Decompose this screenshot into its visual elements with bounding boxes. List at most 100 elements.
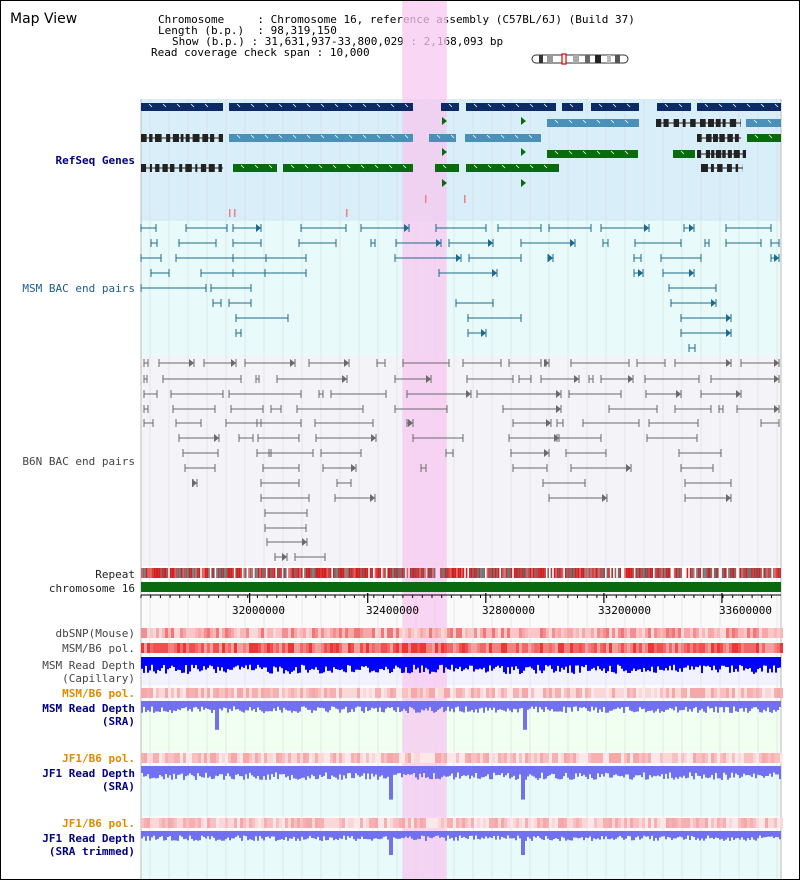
jf1-pol-1-cell	[474, 753, 477, 763]
jf1-depth-trim-bar	[717, 831, 719, 839]
refseq-gene-exon	[727, 150, 732, 158]
msm-pol-2-cell	[609, 688, 612, 698]
repeat-mark	[238, 568, 241, 578]
track-label-jf1-depth-trim[interactable]: JF1 Read Depth (SRA trimmed)	[42, 832, 135, 858]
msm-pol-1-cell	[204, 643, 207, 653]
track-label-jf1-pol-2[interactable]: JF1/B6 pol.	[62, 817, 135, 830]
msm-depth-cap-bar	[195, 657, 197, 666]
jf1-depth-trim-bar	[685, 831, 687, 839]
msm-pol-2-cell	[558, 688, 561, 698]
track-label-refseq[interactable]: RefSeq Genes	[55, 154, 135, 167]
dbsnp-cell	[657, 628, 660, 638]
refseq-gene-arrow	[487, 164, 492, 169]
msm-pol-2-cell	[159, 688, 162, 698]
jf1-depth-trim-bar	[581, 831, 583, 838]
jf1-pol-2-cell	[462, 818, 465, 828]
jf1-depth-trim-bar	[347, 831, 349, 837]
msm-depth-cap-bar	[597, 657, 599, 667]
repeat-mark	[571, 568, 573, 578]
msm-depth-sra-bar	[167, 701, 169, 713]
dbsnp-cell	[714, 628, 717, 638]
msm-pol-2-cell	[723, 688, 726, 698]
refseq-gene-arrow	[487, 103, 492, 108]
jf1-pol-1-cell	[357, 753, 360, 763]
jf1-pol-1-cell	[717, 753, 720, 763]
dbsnp-cell	[600, 628, 603, 638]
jf1-pol-2-cell	[156, 818, 159, 828]
page-title: Map View	[10, 11, 78, 27]
msm-depth-sra-bar	[507, 701, 509, 709]
chromosome-ideogram[interactable]	[529, 52, 631, 66]
msm-depth-sra-bar	[655, 701, 657, 712]
jf1-depth-trim-bar	[645, 831, 647, 837]
jf1-depth-sra-bar	[171, 766, 173, 780]
msm-depth-cap-bar	[275, 657, 277, 668]
repeat-mark	[779, 568, 781, 578]
jf1-pol-2-cell	[771, 818, 774, 828]
track-label-repeat[interactable]: Repeat	[95, 568, 135, 581]
msm-pol-1-cell	[474, 643, 477, 653]
repeat-mark	[603, 568, 605, 578]
repeat-mark	[509, 568, 511, 578]
jf1-depth-sra-bar	[669, 766, 671, 773]
b6n-bac-pair-arrow	[544, 449, 549, 457]
axis-tick-label: 32800000	[482, 604, 535, 617]
jf1-depth-sra-bar	[479, 766, 481, 779]
track-label-msm-bac[interactable]: MSM BAC end pairs	[22, 282, 135, 295]
jf1-depth-sra-bar	[385, 766, 387, 779]
track-label-chromosome[interactable]: chromosome 16	[48, 582, 135, 595]
msm-pol-1-cell	[663, 643, 666, 653]
track-label-msm-pol-2[interactable]: MSM/B6 pol.	[62, 687, 135, 700]
msm-depth-cap-bar	[305, 657, 307, 670]
msm-depth-cap-bar	[459, 657, 461, 667]
refseq-gene-exon	[192, 134, 200, 142]
repeat-mark	[395, 568, 397, 578]
msm-depth-cap-bar	[617, 657, 619, 665]
msm-pol-2-cell	[351, 688, 354, 698]
refseq-gene-arrow	[320, 134, 325, 139]
repeat-mark	[278, 568, 281, 578]
jf1-pol-2-cell	[501, 818, 504, 828]
dbsnp-cell	[468, 628, 471, 638]
jf1-depth-trim-bar	[183, 831, 185, 840]
refseq-gene-exon	[656, 119, 662, 127]
jf1-pol-1-cell	[420, 753, 423, 763]
msm-depth-cap-bar	[663, 657, 665, 671]
jf1-pol-2-cell	[636, 818, 639, 828]
msm-depth-cap-bar	[541, 657, 543, 674]
track-label-dbsnp[interactable]: dbSNP(Mouse)	[55, 627, 135, 640]
track-label-jf1-pol-1[interactable]: JF1/B6 pol.	[62, 752, 135, 765]
repeat-mark	[208, 568, 210, 578]
msm-depth-sra-bar	[701, 701, 703, 709]
msm-depth-cap-bar	[501, 657, 503, 667]
track-label-msm-pol-1[interactable]: MSM/B6 pol.	[62, 642, 135, 655]
jf1-pol-2-cell	[306, 818, 309, 828]
track-label-jf1-depth-sra[interactable]: JF1 Read Depth (SRA)	[42, 767, 135, 793]
refseq-gene-arrow	[162, 103, 167, 108]
jf1-pol-2-cell	[336, 818, 339, 828]
repeat-mark	[513, 568, 516, 578]
jf1-depth-sra-bar	[595, 766, 597, 780]
dbsnp-cell	[264, 628, 267, 638]
jf1-depth-sra-bar	[607, 766, 609, 774]
msm-depth-sra-bar	[613, 701, 615, 710]
jf1-pol-2-cell	[774, 818, 777, 828]
dbsnp-cell	[687, 628, 690, 638]
msm-pol-2-cell	[711, 688, 714, 698]
msm-depth-cap-bar	[743, 657, 745, 671]
jf1-depth-trim-bar	[303, 831, 305, 840]
msm-pol-1-cell	[390, 643, 393, 653]
jf1-depth-trim-bar	[741, 831, 743, 838]
jf1-pol-1-cell	[753, 753, 756, 763]
jf1-depth-sra-bar	[605, 766, 607, 773]
track-label-b6n-bac[interactable]: B6N BAC end pairs	[22, 455, 135, 468]
repeat-mark	[152, 568, 154, 578]
jf1-depth-trim-bar	[473, 831, 475, 840]
jf1-depth-sra-bar	[509, 766, 511, 779]
track-label-msm-depth-cap[interactable]: MSM Read Depth (Capillary)	[42, 659, 135, 685]
msm-pol-2-cell	[687, 688, 690, 698]
track-label-msm-depth-sra[interactable]: MSM Read Depth (SRA)	[42, 702, 135, 728]
jf1-pol-1-cell	[702, 753, 705, 763]
msm-depth-cap-bar	[779, 657, 781, 668]
